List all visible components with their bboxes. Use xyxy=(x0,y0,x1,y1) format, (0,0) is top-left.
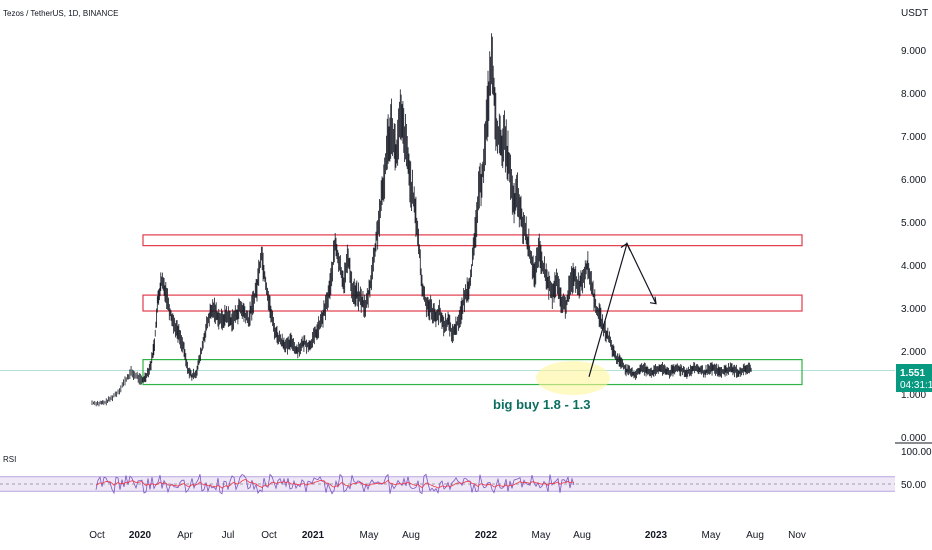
zones-layer xyxy=(0,234,895,386)
price-tick-label: 1.000 xyxy=(901,390,926,401)
time-tick-label: Aug xyxy=(402,530,420,541)
price-axis[interactable]: 9.000 8.000 7.000 6.000 5.000 4.000 3.000 2.000… xyxy=(901,46,926,444)
arrow-head-up xyxy=(620,242,631,251)
price-tick-label: 6.000 xyxy=(901,175,926,186)
countdown-value: 04:31:19 xyxy=(900,380,932,391)
price-tick-label: 0.000 xyxy=(901,433,926,444)
time-tick-label: 2022 xyxy=(475,530,498,541)
price-tick-label: 3.000 xyxy=(901,304,926,315)
price-tick-label: 8.000 xyxy=(901,89,926,100)
arrow-head-down xyxy=(649,296,657,305)
time-tick-label: May xyxy=(702,530,721,541)
resistance-zone xyxy=(142,234,803,247)
last-price-value: 1.551 xyxy=(900,368,925,379)
time-tick-label: 2021 xyxy=(302,530,325,541)
buy-highlight xyxy=(536,361,610,395)
rsi-line xyxy=(95,473,575,495)
projection-arrows xyxy=(588,241,657,377)
time-tick-label: 2023 xyxy=(645,530,668,541)
time-tick-label: 2020 xyxy=(129,530,152,541)
highlight-layer xyxy=(536,361,610,395)
rsi-tick-label: 50.00 xyxy=(901,480,926,491)
time-tick-label: Oct xyxy=(261,530,277,541)
time-tick-label: Nov xyxy=(788,530,806,541)
time-tick-label: Aug xyxy=(573,530,591,541)
price-tick-label: 2.000 xyxy=(901,347,926,358)
time-tick-label: May xyxy=(532,530,551,541)
currency-label: USDT xyxy=(901,8,928,19)
time-tick-label: Aug xyxy=(746,530,764,541)
rsi-ma-line xyxy=(95,479,575,489)
buy-annotation: big buy 1.8 - 1.3 xyxy=(493,397,591,412)
time-axis[interactable]: Oct 2020 Apr Jul Oct 2021 May Aug 2022 May Aug 2023… xyxy=(89,530,806,541)
resistance-zone xyxy=(142,294,803,312)
rsi-axis: 100.00 50.00 xyxy=(901,447,932,491)
price-tick-label: 5.000 xyxy=(901,218,926,229)
rsi-tick-label: 100.00 xyxy=(901,447,932,458)
price-tick-label: 4.000 xyxy=(901,261,926,272)
price-series xyxy=(91,33,752,407)
price-tick-label: 7.000 xyxy=(901,132,926,143)
time-tick-label: Jul xyxy=(222,530,235,541)
rsi-pane xyxy=(0,473,895,495)
time-tick-label: Oct xyxy=(89,530,105,541)
badge-bg xyxy=(896,364,932,392)
time-tick-label: May xyxy=(360,530,379,541)
symbol-title[interactable]: Tezos / TetherUS, 1D, BINANCE xyxy=(3,9,118,18)
price-tick-label: 9.000 xyxy=(901,46,926,57)
rsi-label[interactable]: RSI xyxy=(3,455,16,464)
time-tick-label: Apr xyxy=(177,530,193,541)
support-zone xyxy=(142,359,803,386)
